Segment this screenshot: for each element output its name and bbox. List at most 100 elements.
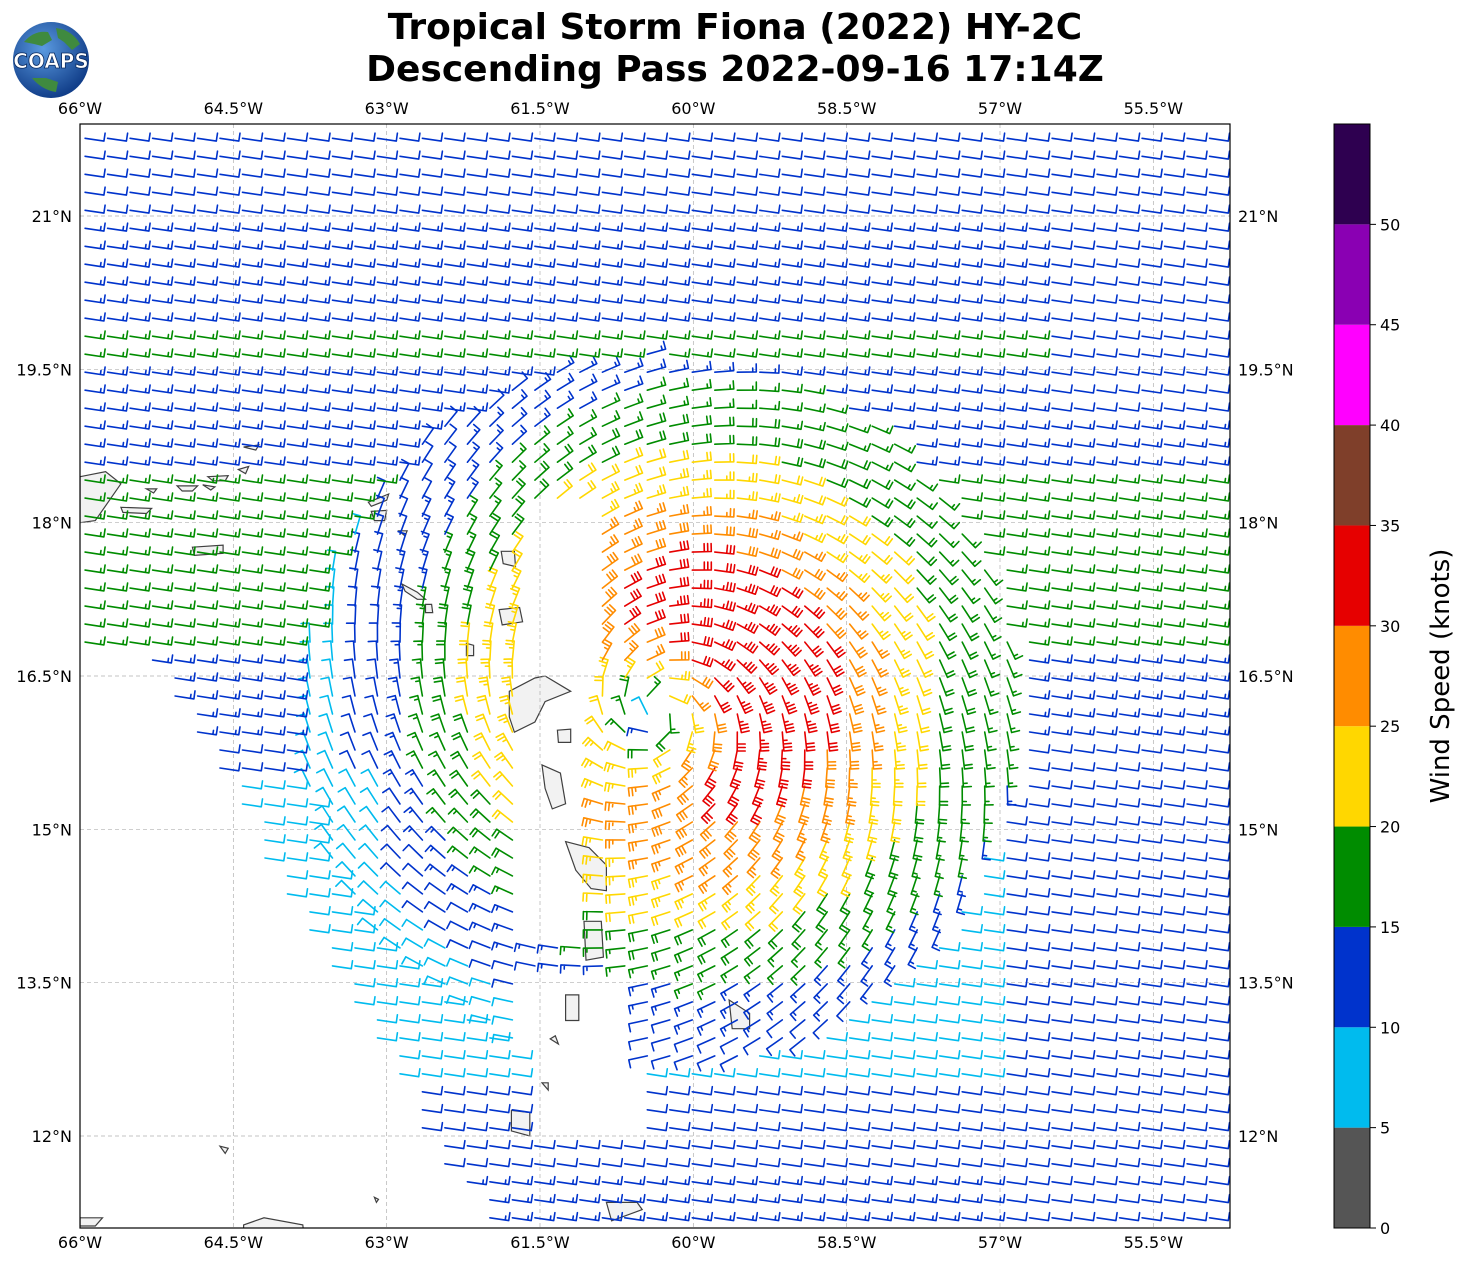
- wind-barb: [871, 461, 894, 472]
- wind-barb: [264, 168, 286, 178]
- island-grenadines: [549, 1034, 560, 1046]
- wind-barb: [1163, 1068, 1186, 1078]
- wind-barb: [511, 312, 534, 322]
- wind-barb: [129, 312, 151, 322]
- wind-barb: [961, 1193, 983, 1204]
- wind-barb: [1163, 1032, 1186, 1042]
- wind-barb: [1118, 1050, 1141, 1060]
- wind-barb: [335, 879, 356, 895]
- wind-barb: [804, 240, 826, 250]
- wind-barb: [129, 546, 151, 556]
- wind-barb: [264, 654, 286, 664]
- wind-barb: [434, 658, 446, 679]
- wind-barb: [871, 1211, 893, 1222]
- wind-barb: [579, 462, 597, 481]
- wind-barb: [893, 1085, 916, 1096]
- wind-barb: [219, 438, 241, 448]
- wind-barb: [579, 480, 597, 499]
- wind-barb: [893, 479, 916, 491]
- wind-barb: [826, 1157, 848, 1168]
- wind-barb: [1141, 960, 1163, 970]
- wind-barb: [624, 240, 646, 250]
- wind-barb: [331, 510, 354, 520]
- island-st-kitts: [400, 582, 428, 600]
- wind-barb: [1073, 690, 1096, 700]
- colorbar-tick-label: 50: [1380, 215, 1400, 234]
- wind-barb: [646, 643, 666, 661]
- wind-barb: [1141, 1211, 1163, 1222]
- wind-barb: [804, 1139, 826, 1150]
- wind-barb: [1141, 978, 1163, 988]
- wind-barb: [534, 204, 556, 214]
- wind-barb: [264, 510, 286, 520]
- wind-barb: [712, 731, 723, 753]
- wind-barb: [871, 659, 889, 678]
- wind-barb: [309, 312, 331, 322]
- wind-barb: [714, 619, 737, 632]
- wind-barb: [759, 585, 782, 598]
- wind-barb: [759, 1157, 781, 1168]
- wind-barb: [380, 824, 401, 841]
- wind-barb: [826, 258, 848, 268]
- wind-barb: [1006, 240, 1028, 250]
- wind-barb: [860, 947, 873, 969]
- wind-barb: [316, 768, 334, 787]
- wind-barb: [893, 1139, 916, 1150]
- wind-barb: [241, 438, 264, 448]
- wind-barb: [1118, 348, 1141, 358]
- wind-barb: [720, 983, 739, 1002]
- wind-barb: [938, 978, 961, 988]
- wind-barb: [714, 1121, 736, 1132]
- wind-barb: [826, 366, 848, 376]
- wind-barb: [399, 402, 421, 412]
- wind-barb: [1051, 186, 1073, 196]
- wind-barb: [469, 808, 491, 823]
- wind-barb: [983, 222, 1006, 232]
- wind-barb: [1028, 150, 1051, 160]
- wind-barb: [264, 780, 286, 790]
- wind-barb: [241, 708, 264, 718]
- wind-barb: [1096, 330, 1118, 340]
- wind-barb: [1186, 420, 1208, 430]
- wind-barb: [913, 821, 924, 843]
- wind-barb: [826, 1175, 848, 1186]
- wind-barb: [448, 788, 469, 805]
- wind-barb: [1186, 204, 1208, 214]
- wind-barb: [174, 546, 196, 556]
- wind-barb: [983, 168, 1006, 178]
- wind-barb: [714, 312, 736, 322]
- wind-barb: [1118, 708, 1141, 718]
- wind-barb: [1118, 1193, 1141, 1204]
- wind-barb: [627, 947, 649, 961]
- wind-barb: [511, 495, 526, 517]
- wind-barb: [579, 1175, 601, 1186]
- wind-barb: [499, 694, 514, 715]
- wind-barb: [1073, 780, 1096, 790]
- wind-barb: [601, 410, 621, 427]
- wind-barb: [983, 366, 1006, 376]
- wind-barb: [382, 787, 401, 805]
- wind-barb: [351, 512, 362, 535]
- wind-barb: [584, 715, 604, 733]
- wind-barb: [691, 579, 713, 590]
- wind-barb: [174, 456, 196, 466]
- wind-barb: [338, 768, 356, 787]
- wind-barb: [1186, 384, 1208, 394]
- wind-barb: [781, 348, 803, 358]
- wind-barb: [1163, 582, 1186, 592]
- wind-barb: [390, 640, 401, 661]
- wind-barb: [84, 222, 106, 232]
- wind-barb: [264, 348, 286, 358]
- wind-barb: [106, 492, 129, 502]
- wind-barb: [736, 436, 758, 446]
- wind-barb: [1163, 276, 1186, 286]
- wind-barb: [961, 294, 983, 304]
- wind-barb: [893, 695, 909, 715]
- wind-barb: [151, 600, 174, 610]
- wind-barb: [743, 983, 761, 1003]
- wind-barb: [938, 713, 953, 734]
- wind-barb: [466, 186, 489, 196]
- wind-barb: [1028, 834, 1051, 844]
- wind-barb: [916, 186, 938, 196]
- wind-barb: [579, 294, 601, 304]
